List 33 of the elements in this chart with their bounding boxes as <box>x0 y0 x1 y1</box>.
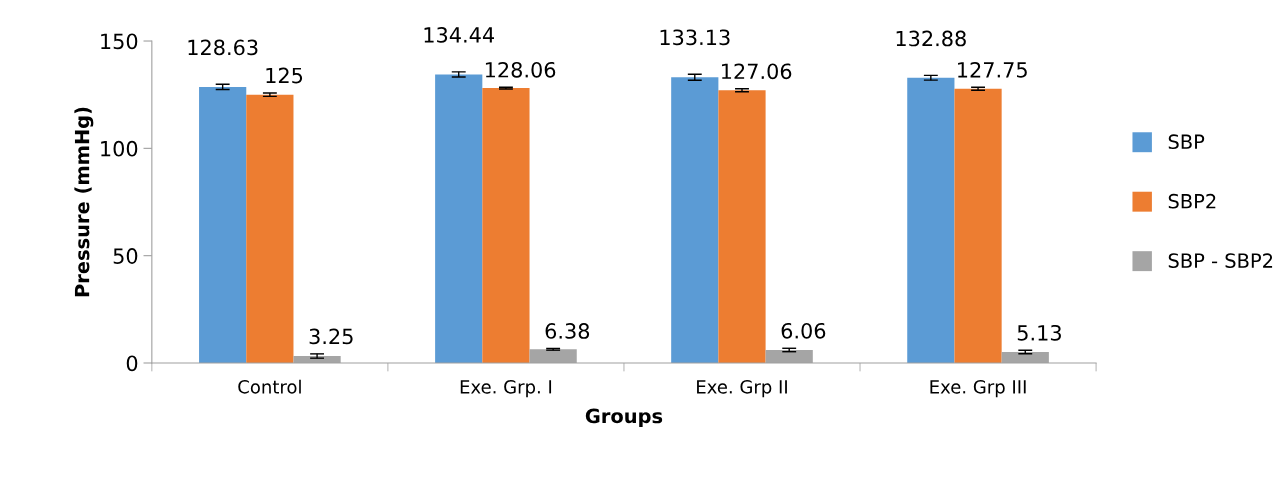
data-label: 3.25 <box>309 328 353 345</box>
y-tick-label: 0 <box>126 355 138 372</box>
bar <box>199 86 247 363</box>
data-label: 5.13 <box>1017 324 1061 341</box>
data-label: 128.63 <box>188 39 258 56</box>
data-label: 128.06 <box>485 61 556 78</box>
data-label: 127.75 <box>958 61 1027 78</box>
y-axis-title: Pressure (mmHg) <box>74 107 94 297</box>
bar <box>482 88 530 363</box>
legend-label: SBP <box>1168 134 1205 150</box>
x-tick-label: Exe. Grp II <box>697 379 787 398</box>
x-tick-label: Exe. Grp III <box>930 379 1026 398</box>
data-label: 125 <box>266 67 303 84</box>
x-axis-title: Groups <box>585 408 663 428</box>
x-tick-label: Exe. Grp. I <box>460 379 552 398</box>
data-label: 133.13 <box>660 29 730 46</box>
bar <box>954 88 1002 363</box>
legend-label: SBP - SBP2 <box>1168 253 1273 268</box>
y-tick-label: 50 <box>113 248 138 264</box>
bar <box>907 77 955 363</box>
data-label: 132.88 <box>896 30 966 47</box>
bar <box>671 77 719 363</box>
y-tick-label: 150 <box>101 33 138 50</box>
data-label: 127.06 <box>722 63 792 80</box>
x-tick-label: Control <box>238 379 301 394</box>
legend-label: SBP2 <box>1168 193 1216 209</box>
bar <box>246 94 294 363</box>
data-label: 134.44 <box>424 27 494 43</box>
bar <box>435 74 483 363</box>
data-label: 6.38 <box>545 323 590 339</box>
bar <box>718 90 766 363</box>
y-tick-label: 100 <box>101 140 138 157</box>
data-label: 6.06 <box>781 322 826 339</box>
